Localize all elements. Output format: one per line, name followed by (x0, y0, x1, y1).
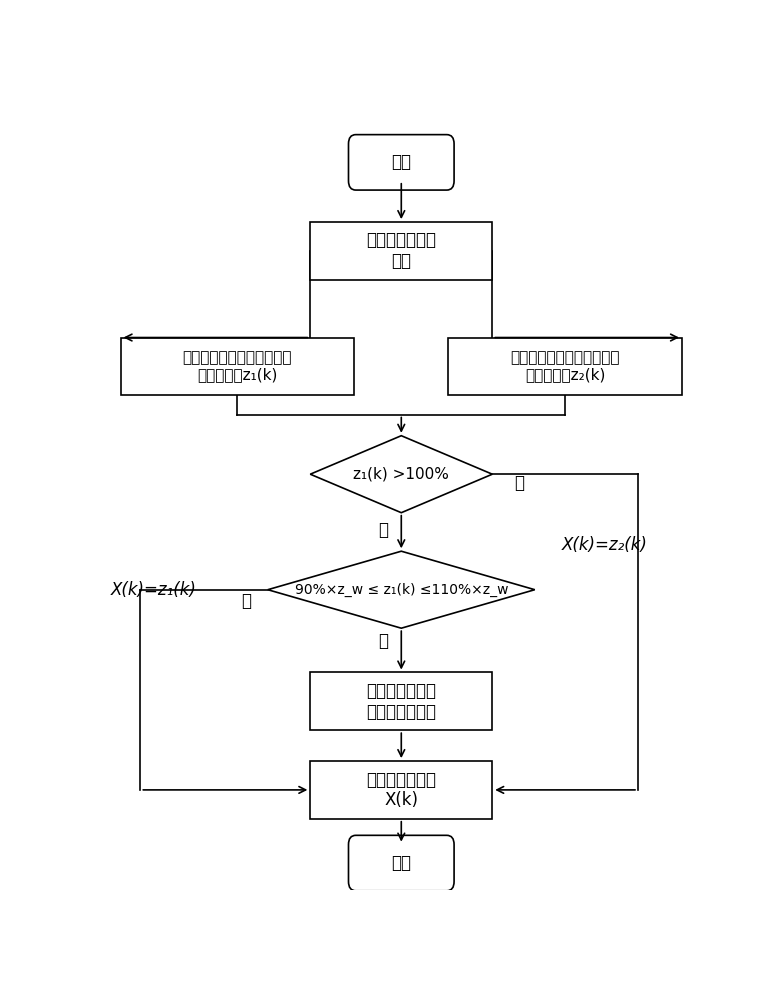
Text: 90%×z_w ≤ z₁(k) ≤110%×z_w: 90%×z_w ≤ z₁(k) ≤110%×z_w (294, 583, 508, 597)
Text: 是: 是 (241, 592, 251, 610)
Text: 由电导传感器测量数据计算
得到含水率z₁(k): 由电导传感器测量数据计算 得到含水率z₁(k) (182, 350, 292, 383)
Text: 在线自适应卡尔
曼估计融合算法: 在线自适应卡尔 曼估计融合算法 (366, 682, 436, 721)
Bar (449, 338, 682, 395)
Text: z₁(k) >100%: z₁(k) >100% (353, 467, 449, 482)
Bar (310, 672, 493, 730)
Text: 由电容传感器测量数据计算
得到含水率z₂(k): 由电容传感器测量数据计算 得到含水率z₂(k) (511, 350, 620, 383)
Text: 是: 是 (514, 474, 525, 492)
Text: 开始: 开始 (392, 153, 411, 171)
Polygon shape (268, 551, 535, 628)
Text: 否: 否 (378, 521, 388, 539)
FancyBboxPatch shape (348, 135, 454, 190)
Polygon shape (310, 436, 493, 513)
Bar (121, 338, 354, 395)
Text: X(k)=z₂(k): X(k)=z₂(k) (561, 536, 648, 554)
Text: 输出融合含水率
X(k): 输出融合含水率 X(k) (366, 770, 436, 809)
Text: 电容电导传感器
测量: 电容电导传感器 测量 (366, 232, 436, 270)
Text: 结束: 结束 (392, 854, 411, 872)
Text: X(k)=z₁(k): X(k)=z₁(k) (110, 581, 197, 599)
Bar (310, 222, 493, 280)
Text: 否: 否 (378, 632, 388, 650)
FancyBboxPatch shape (348, 835, 454, 891)
Bar (310, 761, 493, 819)
